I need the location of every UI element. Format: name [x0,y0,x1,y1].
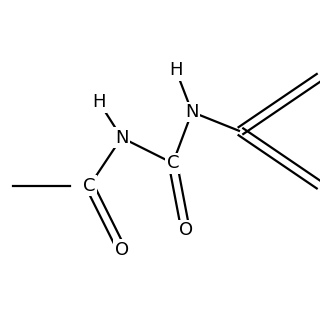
Text: C: C [83,177,96,195]
Text: H: H [92,93,106,111]
Text: N: N [115,129,128,147]
Text: H: H [169,61,183,79]
Text: N: N [185,103,199,121]
Text: O: O [179,221,193,239]
Text: O: O [115,241,129,259]
Text: C: C [166,154,179,172]
